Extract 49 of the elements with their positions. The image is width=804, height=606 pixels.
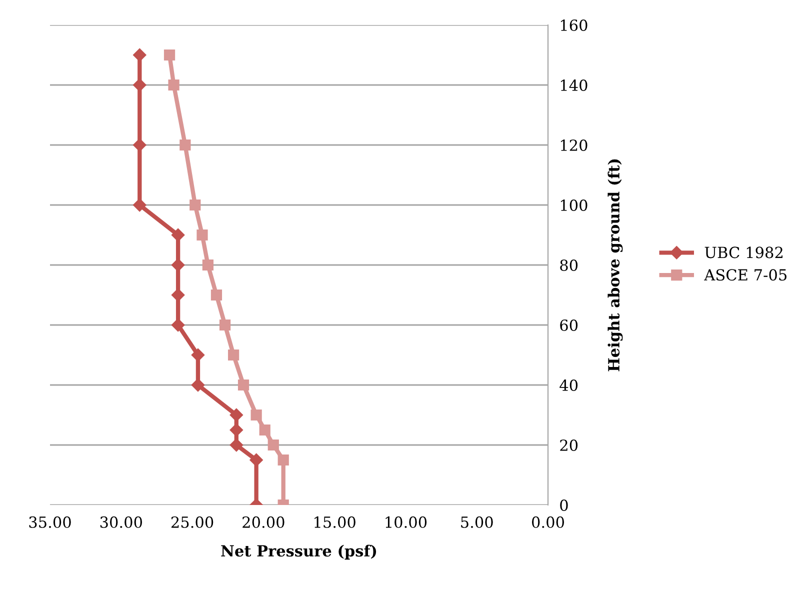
point xyxy=(202,259,214,271)
point xyxy=(133,198,146,212)
point xyxy=(268,439,279,451)
point xyxy=(171,288,185,302)
y-tick-label: 60 xyxy=(560,319,578,332)
y-tick-label: 120 xyxy=(560,139,588,152)
y-tick-label: 20 xyxy=(560,439,578,452)
point xyxy=(133,48,146,62)
point xyxy=(250,409,262,421)
point xyxy=(219,319,231,331)
point xyxy=(238,379,250,391)
x-tick-label: 10.00 xyxy=(386,516,427,528)
y-tick-label: 80 xyxy=(560,259,578,272)
point xyxy=(230,438,243,452)
x-tick-label: 25.00 xyxy=(171,516,214,528)
x-tick-label: 15.00 xyxy=(314,516,356,528)
point xyxy=(171,258,185,272)
point xyxy=(168,79,180,91)
point xyxy=(191,378,205,392)
point xyxy=(230,423,243,437)
x-axis-title: Net Pressure (psf) xyxy=(221,544,376,560)
x-tick-label: 30.00 xyxy=(100,516,142,528)
y-axis-title: Height above ground (ft) xyxy=(608,159,623,372)
point xyxy=(196,229,208,241)
point xyxy=(171,228,185,242)
point xyxy=(190,199,201,211)
x-tick-label: 35.00 xyxy=(29,516,71,528)
point xyxy=(164,49,176,61)
y-tick-label: 160 xyxy=(560,19,588,32)
point xyxy=(133,138,146,152)
point xyxy=(250,453,263,467)
x-tick-label: 5.00 xyxy=(461,516,493,528)
point xyxy=(278,454,289,466)
y-tick-label: 100 xyxy=(560,199,588,212)
legend-label: ASCE 7-05 xyxy=(704,269,786,281)
point xyxy=(210,289,222,301)
point xyxy=(133,78,146,92)
y-tick-label: 40 xyxy=(560,379,578,392)
y-tick-label: 0 xyxy=(560,499,568,512)
x-tick-label: 20.00 xyxy=(242,516,284,528)
point xyxy=(230,408,243,422)
point xyxy=(259,424,270,436)
x-tick-label: 0.00 xyxy=(532,516,564,528)
point xyxy=(180,139,191,151)
point xyxy=(191,348,205,362)
point xyxy=(228,349,240,361)
legend-label: UBC 1982 xyxy=(704,246,782,258)
point xyxy=(171,318,185,332)
y-tick-label: 140 xyxy=(560,79,588,92)
